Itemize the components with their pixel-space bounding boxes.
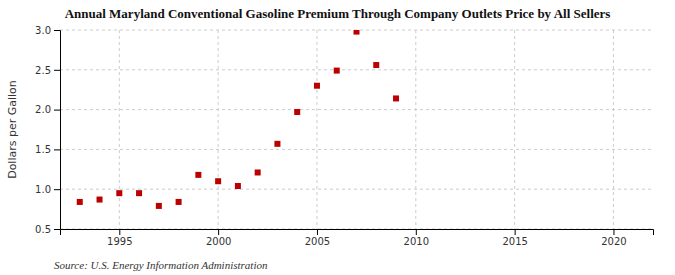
title: Annual Maryland Conventional Gasoline Pr… (65, 6, 611, 21)
grid-line (119, 30, 120, 229)
grid-line (415, 30, 416, 229)
point (314, 83, 320, 89)
tick: 2010 (404, 229, 429, 247)
tick-mark (54, 229, 60, 230)
point (393, 95, 399, 101)
grid-line (613, 30, 614, 229)
tick-label: 2015 (502, 236, 527, 247)
x-axis-line (61, 230, 654, 236)
grid (60, 30, 653, 229)
chart-container: 1995 2000 2005 2010 2015 2020 0.5 1.0 1.5 2.0 2.5 3… (0, 0, 675, 275)
grid-line (316, 30, 317, 229)
point (156, 203, 162, 209)
point (255, 169, 261, 175)
tick-label: 3.0 (35, 25, 51, 36)
tick-mark (54, 189, 60, 190)
points (77, 30, 399, 209)
point (354, 30, 360, 35)
y-axis-title: Dollars per Gallon (6, 80, 19, 179)
point (373, 62, 379, 68)
tick-mark (54, 70, 60, 71)
tick: 0.5 (35, 224, 60, 235)
tick-label: 1995 (107, 236, 132, 247)
tick-mark (119, 229, 120, 235)
tick: 2015 (502, 229, 527, 247)
tick-label: 2000 (206, 236, 231, 247)
tick: 2.0 (35, 104, 60, 115)
x-axis: 1995 2000 2005 2010 2015 2020 (61, 229, 654, 247)
tick-mark (54, 110, 60, 111)
tick-label: 2010 (404, 236, 429, 247)
point (116, 190, 122, 196)
annotation: Source: U.S. Energy Information Administ… (54, 259, 268, 271)
tick: 2000 (206, 229, 231, 247)
tick-mark (317, 229, 318, 235)
tick-mark (416, 229, 417, 235)
tick-mark (218, 229, 219, 235)
tick-label: 2020 (601, 236, 626, 247)
point (176, 199, 182, 205)
tick-mark (515, 229, 516, 235)
point (294, 109, 300, 115)
tick-label: 0.5 (35, 224, 51, 235)
y-axis-line (54, 31, 61, 230)
tick-label: 1.0 (35, 184, 51, 195)
tick: 1.5 (35, 144, 60, 155)
point (215, 178, 221, 184)
tick-label: 2005 (305, 236, 330, 247)
tick: 1995 (107, 229, 132, 247)
point (235, 183, 241, 189)
point (334, 68, 340, 74)
tick-label: 2.5 (35, 65, 51, 76)
point (97, 197, 103, 203)
point (77, 199, 83, 205)
tick: 3.0 (35, 25, 60, 36)
point (136, 190, 142, 196)
point (195, 172, 201, 178)
tick: 2005 (305, 229, 330, 247)
grid-line (60, 109, 653, 110)
tick-mark (54, 149, 60, 150)
grid-line (60, 189, 653, 190)
chart: 1995 2000 2005 2010 2015 2020 0.5 1.0 1.5 2.0 2.5 3… (0, 0, 675, 275)
grid-line (514, 30, 515, 229)
tick-label: 1.5 (35, 144, 51, 155)
tick: 2.5 (35, 65, 60, 76)
grid-line (60, 69, 653, 70)
tick-mark (613, 229, 614, 235)
tick-mark (54, 30, 60, 31)
y-axis: 0.5 1.0 1.5 2.0 2.5 3.0 (35, 25, 60, 235)
grid-line (60, 149, 653, 150)
tick: 1.0 (35, 184, 60, 195)
grid-line (218, 30, 219, 229)
tick-label: 2.0 (35, 104, 51, 115)
tick: 2020 (601, 229, 626, 247)
point (274, 141, 280, 147)
